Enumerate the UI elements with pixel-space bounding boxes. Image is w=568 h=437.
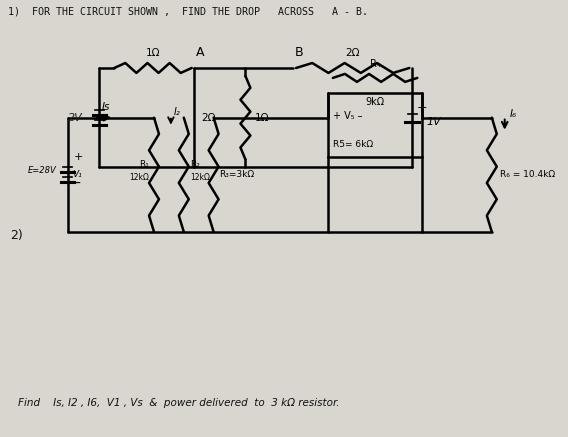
- Text: B: B: [295, 46, 304, 59]
- Text: R₃=3kΩ: R₃=3kΩ: [220, 170, 254, 179]
- Text: I₂: I₂: [174, 107, 181, 117]
- Text: V₁: V₁: [73, 170, 82, 179]
- Text: 1)  FOR THE CIRCUIT SHOWN ,  FIND THE DROP   ACROSS   A - B.: 1) FOR THE CIRCUIT SHOWN , FIND THE DROP…: [8, 7, 368, 16]
- Text: R₁: R₁: [139, 160, 149, 169]
- Text: +: +: [417, 101, 428, 114]
- Text: R₄: R₄: [370, 59, 381, 69]
- Text: 12kΩ: 12kΩ: [129, 173, 149, 182]
- Text: R₂: R₂: [190, 160, 199, 169]
- Text: 2Ω: 2Ω: [345, 48, 360, 58]
- Text: 2Ω: 2Ω: [202, 113, 216, 123]
- Text: 9kΩ: 9kΩ: [366, 97, 385, 107]
- Text: 12kΩ: 12kΩ: [190, 173, 210, 182]
- Text: Is: Is: [102, 102, 111, 112]
- Text: +: +: [73, 152, 83, 162]
- Text: 2): 2): [10, 229, 23, 242]
- Text: 1Ω: 1Ω: [254, 113, 269, 123]
- Text: 2V: 2V: [68, 113, 83, 123]
- Text: 1V: 1V: [426, 117, 441, 127]
- Text: A: A: [196, 46, 204, 59]
- Text: R₆ = 10.4kΩ: R₆ = 10.4kΩ: [500, 170, 555, 179]
- Text: –: –: [73, 177, 81, 191]
- Text: + V₅ –: + V₅ –: [333, 111, 362, 121]
- Text: R5= 6kΩ: R5= 6kΩ: [333, 140, 373, 149]
- Text: 1Ω: 1Ω: [146, 48, 160, 58]
- Text: I₆: I₆: [509, 109, 517, 119]
- Text: E=28V: E=28V: [27, 166, 56, 175]
- Text: Find    Is, I2 , I6,  V1 , Vs  &  power delivered  to  3 kΩ resistor.: Find Is, I2 , I6, V1 , Vs & power delive…: [18, 398, 340, 408]
